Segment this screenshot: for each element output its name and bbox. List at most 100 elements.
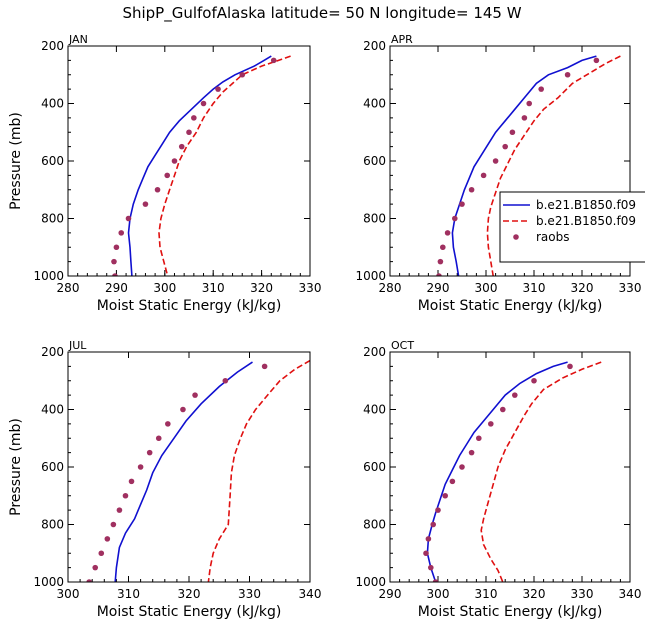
x-tick-label: 290 [105, 281, 128, 295]
raobs-point [165, 421, 171, 427]
y-tick-label: 1000 [355, 575, 386, 589]
raobs-point [128, 478, 135, 485]
x-tick-label: 320 [523, 587, 546, 601]
y-tick-label: 1000 [33, 269, 64, 283]
dashed-series-line [486, 55, 621, 276]
x-tick-label: 320 [178, 587, 201, 601]
raobs-point [432, 579, 439, 582]
series-group [86, 359, 310, 582]
x-tick-label: 300 [153, 281, 176, 295]
panel-apr: 280 290 300 310 320 330 200 400 600 800 1000 APR Moi… [355, 33, 641, 314]
raobs-point [449, 478, 456, 485]
plot-frame [389, 351, 631, 583]
y-tick-label: 200 [41, 345, 64, 359]
x-tick-label: 310 [202, 281, 225, 295]
plot-frame [67, 351, 311, 583]
raobs-point [270, 57, 277, 64]
raobs-point [110, 521, 117, 528]
raobs-point [180, 406, 186, 413]
series-group [436, 55, 621, 276]
raobs-point [564, 71, 571, 78]
dashed-series-line [158, 55, 291, 276]
x-axis-label: Moist Static Energy (kJ/kg) [97, 604, 282, 620]
legend-dot [513, 234, 519, 240]
figure-title: ShipP_GulfofAlaska latitude= 50 N longit… [122, 4, 521, 23]
raobs-point [146, 449, 153, 456]
y-tick-label: 600 [363, 154, 386, 168]
x-axis-label: Moist Static Energy (kJ/kg) [97, 298, 282, 314]
raobs-point [567, 363, 573, 370]
series-group [111, 55, 291, 276]
panels: 280 290 300 310 320 330 200 400 600 800 1000 JAN Moi… [8, 33, 641, 620]
raobs-point [112, 273, 118, 276]
raobs-point [192, 392, 198, 398]
y-tick-label: 400 [41, 403, 64, 417]
raobs-point [521, 115, 528, 121]
raobs-point [125, 215, 132, 222]
raobs-point [92, 564, 99, 571]
x-tick-label: 320 [250, 281, 273, 295]
raobs-point [459, 464, 465, 470]
solid-series-line [127, 55, 272, 276]
raobs-point [104, 536, 111, 542]
x-tick-label: 340 [619, 587, 642, 601]
y-tick-label: 800 [363, 518, 386, 532]
raobs-point [538, 86, 544, 92]
y-tick-label: 400 [363, 403, 386, 417]
raobs-point [509, 129, 516, 136]
y-tick-label: 800 [41, 212, 64, 226]
x-tick-label: 300 [475, 281, 498, 295]
x-tick-label: 280 [57, 281, 80, 295]
y-axis-label: Pressure (mb) [8, 112, 24, 210]
y-tick-label: 600 [363, 460, 386, 474]
raobs-point [430, 521, 437, 528]
raobs-point [239, 71, 246, 78]
dashed-series-line [207, 359, 310, 582]
raobs-point [480, 172, 487, 179]
raobs-point [200, 100, 207, 107]
solid-series-line [426, 361, 568, 582]
legend-entry: b.e21.B1850.f09 [536, 214, 636, 228]
x-tick-label: 290 [427, 281, 450, 295]
y-tick-label: 200 [363, 345, 386, 359]
raobs-point [459, 201, 465, 207]
panel-label: JAN [68, 33, 88, 46]
raobs-point [437, 258, 444, 265]
x-tick-label: 290 [379, 587, 402, 601]
raobs-point [476, 435, 482, 442]
plot-frame [389, 45, 631, 277]
raobs-point [164, 172, 171, 179]
raobs-point [142, 201, 149, 207]
panel-jul: 300 310 320 330 340 200 400 600 800 1000 JUL Moist … [8, 339, 321, 620]
y-tick-label: 400 [41, 97, 64, 111]
raobs-point [436, 273, 442, 276]
y-tick-label: 1000 [33, 575, 64, 589]
x-tick-label: 280 [379, 281, 402, 295]
raobs-point [122, 492, 129, 499]
x-tick-label: 320 [571, 281, 594, 295]
raobs-point [137, 464, 144, 470]
x-tick-label: 300 [57, 587, 80, 601]
y-tick-label: 800 [41, 518, 64, 532]
raobs-point [492, 158, 499, 164]
panel-label: JUL [68, 339, 87, 352]
x-tick-label: 300 [427, 587, 450, 601]
dashed-series-line [480, 361, 602, 582]
raobs-point [423, 550, 429, 557]
raobs-point [428, 564, 434, 571]
x-axis-label: Moist Static Energy (kJ/kg) [418, 604, 603, 620]
x-tick-label: 340 [299, 587, 322, 601]
raobs-point [444, 230, 451, 236]
x-tick-label: 330 [238, 587, 261, 601]
raobs-point [171, 158, 178, 164]
plot-frame [67, 45, 311, 277]
panel-oct: 290 300 310 320 330 340 200 400 600 800 1000 OCT Moi… [355, 339, 641, 620]
solid-series-line [114, 361, 253, 582]
x-tick-label: 310 [117, 587, 140, 601]
legend-entry: raobs [536, 230, 570, 244]
y-tick-label: 600 [41, 460, 64, 474]
raobs-point [154, 186, 161, 193]
raobs-point [502, 143, 509, 150]
raobs-point [191, 115, 197, 121]
